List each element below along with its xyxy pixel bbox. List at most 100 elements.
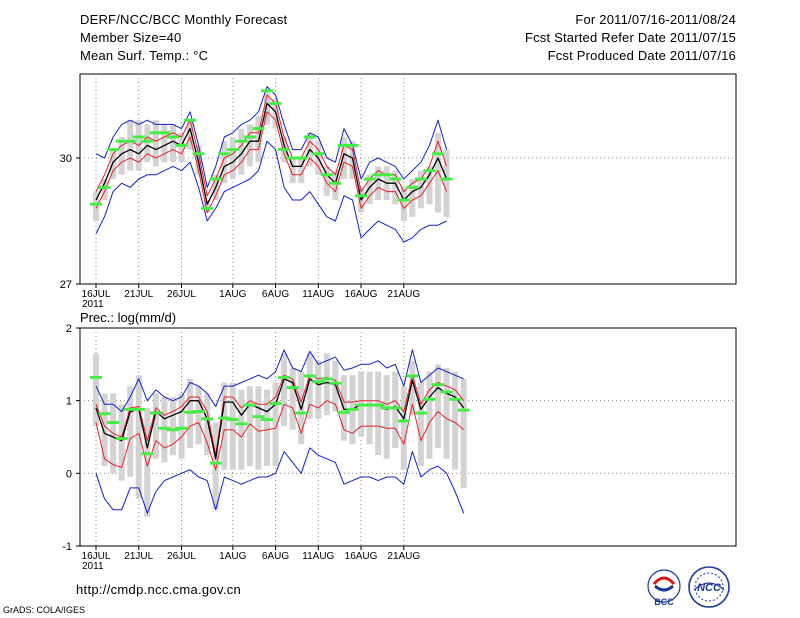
- ensemble-spread-bar: [135, 375, 142, 499]
- x-tick-label: 2011: [82, 299, 104, 310]
- x-tick-label: 21JUL: [124, 551, 153, 562]
- ensemble-spread-bar: [417, 382, 424, 467]
- member-median-marker: [201, 417, 214, 421]
- ensemble-spread-bar: [178, 132, 185, 163]
- member-median-marker: [303, 135, 316, 139]
- ensemble-spread-bar: [332, 170, 339, 200]
- ensemble-spread-bar: [452, 371, 459, 470]
- forecast-period-label: For 2011/07/16-2011/08/24: [575, 12, 736, 27]
- ensemble-spread-bar: [417, 170, 424, 209]
- member-size-label: Member Size=40: [80, 30, 182, 45]
- ensemble-spread-bar: [435, 364, 441, 448]
- ensemble-spread-bar: [443, 149, 450, 217]
- member-median-marker: [380, 406, 393, 410]
- member-median-marker: [406, 185, 419, 189]
- ensemble-spread-bar: [409, 179, 416, 217]
- x-tick-label: 16JUL: [82, 551, 111, 562]
- member-median-marker: [346, 143, 359, 147]
- ensemble-spread-bar: [246, 124, 253, 167]
- ensemble-spread-bar: [383, 375, 390, 459]
- member-median-marker: [303, 374, 316, 378]
- plot-frame: [79, 327, 737, 547]
- ensemble-spread-bar: [118, 137, 125, 175]
- member-median-marker: [158, 131, 171, 135]
- ensemble-spread-bar: [460, 378, 467, 488]
- member-median-marker: [414, 177, 427, 181]
- x-tick-label: 1AUG: [219, 289, 246, 300]
- ensemble-spread-bar: [264, 90, 270, 125]
- y-tick-label: 27: [60, 279, 72, 291]
- ensemble-spread-bar: [392, 170, 399, 205]
- member-median-marker: [363, 403, 376, 407]
- member-median-marker: [355, 403, 368, 407]
- ensemble-spread-bar: [443, 367, 450, 459]
- member-median-marker: [295, 411, 308, 415]
- member-median-marker: [423, 397, 436, 401]
- x-tick-label: 26JUL: [167, 289, 196, 300]
- ensemble-spread-bar: [426, 166, 433, 205]
- member-median-marker: [115, 139, 128, 143]
- member-median-marker: [269, 101, 282, 105]
- member-median-marker: [312, 380, 325, 384]
- ensemble-spread-bar: [281, 353, 288, 427]
- ensemble-spread-bar: [392, 371, 399, 448]
- ensemble-spread-bar: [127, 386, 134, 477]
- member-median-marker: [397, 198, 410, 202]
- member-median-marker: [124, 139, 137, 143]
- ensemble-spread-bar: [195, 386, 202, 445]
- member-median-marker: [166, 135, 179, 139]
- member-median-marker: [124, 407, 137, 411]
- ensemble-spread-bar: [289, 367, 296, 430]
- y-tick-label: 30: [60, 153, 72, 165]
- ensemble-spread-bar: [161, 124, 168, 163]
- ensemble-spread-bar: [144, 124, 151, 163]
- member-median-marker: [337, 410, 350, 414]
- member-median-marker: [132, 407, 145, 411]
- member-median-marker: [261, 418, 273, 422]
- member-median-marker: [440, 390, 453, 394]
- member-median-marker: [363, 177, 376, 181]
- member-median-marker: [166, 428, 179, 432]
- ensemble-spread-bar: [340, 137, 347, 179]
- ensemble-spread-bar: [93, 353, 99, 427]
- member-median-marker: [286, 386, 299, 390]
- ensemble-spread-bar: [204, 393, 211, 456]
- bcc-logo: BCC: [647, 569, 681, 607]
- ensemble-spread-bar: [323, 353, 330, 416]
- member-median-marker: [158, 426, 171, 430]
- member-median-marker: [184, 118, 197, 122]
- x-tick-label: 21AUG: [387, 289, 420, 300]
- member-median-marker: [243, 403, 256, 407]
- y-tick-label: 0: [66, 468, 72, 480]
- member-median-marker: [380, 173, 393, 177]
- x-tick-label: 2011: [82, 561, 104, 572]
- fcst-started-label: Fcst Started Refer Date 2011/07/15: [524, 30, 736, 45]
- ensemble-spread-bar: [323, 166, 330, 196]
- member-median-marker: [149, 411, 162, 415]
- member-median-marker: [406, 374, 419, 378]
- member-median-marker: [414, 411, 427, 415]
- ensemble-spread-bar: [152, 120, 159, 167]
- member-median-marker: [226, 148, 239, 152]
- lower-inner-line: [95, 400, 465, 471]
- ensemble-spread-bar: [221, 382, 228, 470]
- member-median-marker: [346, 407, 359, 411]
- chart-title: DERF/NCC/BCC Monthly Forecast: [80, 12, 288, 27]
- ensemble-spread-bar: [400, 187, 407, 221]
- ensemble-spread-bar: [306, 353, 313, 419]
- x-tick-label: 16AUG: [345, 289, 378, 300]
- x-tick-label: 16JUL: [82, 289, 111, 300]
- member-median-marker: [320, 377, 333, 381]
- ensemble-spread-bar: [315, 360, 322, 419]
- ncc-logo: NCC: [688, 566, 730, 608]
- member-median-marker: [329, 381, 342, 385]
- ensemble-spread-bar: [221, 141, 228, 184]
- member-median-marker: [269, 402, 282, 406]
- member-median-marker: [252, 127, 265, 131]
- ensemble-spread-bar: [204, 200, 211, 213]
- y-tick-label: -1: [62, 541, 72, 553]
- member-median-marker: [320, 173, 333, 177]
- ensemble-spread-bar: [178, 393, 185, 459]
- ensemble-spread-bar: [229, 382, 236, 470]
